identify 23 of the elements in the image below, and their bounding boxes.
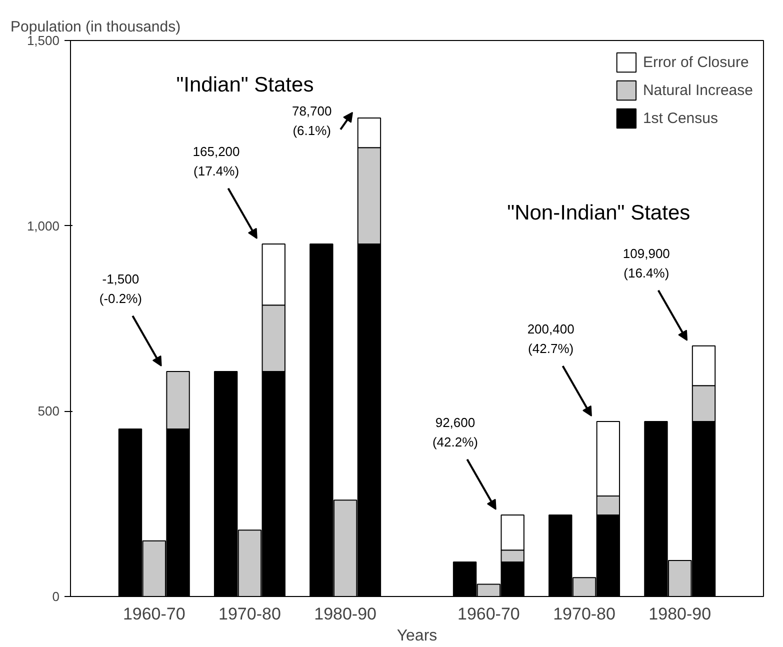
y-axis-title: Population (in thousands) bbox=[10, 18, 181, 36]
annotation: 78,700 (6.1%) bbox=[292, 104, 332, 138]
legend-label: Error of Closure bbox=[642, 54, 749, 70]
y-tick-label: 0 bbox=[52, 589, 60, 604]
annotation: 92,600 (42.2%) bbox=[432, 414, 478, 450]
legend-label: 1st Census bbox=[642, 110, 718, 126]
y-tick-label: 500 bbox=[38, 404, 60, 419]
annotation: 165,200 (17.4%) bbox=[192, 144, 240, 178]
x-tick-label: 1970-80 bbox=[553, 604, 616, 624]
x-axis-title: Years bbox=[396, 628, 438, 644]
annotation: "Non-Indian" States bbox=[507, 201, 690, 224]
legend-label: Natural Increase bbox=[642, 82, 753, 98]
x-tick-label: 1970-80 bbox=[218, 604, 281, 624]
x-tick-label: 1960-70 bbox=[122, 604, 186, 624]
annotation: 200,400 (42.7%) bbox=[527, 321, 574, 356]
x-tick-label: 1960-70 bbox=[457, 604, 520, 624]
y-tick-label: 1,000 bbox=[26, 218, 60, 234]
annotation: 109,900 (16.4%) bbox=[622, 246, 670, 280]
y-tick-label: 1,500 bbox=[26, 33, 60, 48]
x-tick-label: 1980-90 bbox=[648, 604, 712, 624]
x-tick-label: 1980-90 bbox=[314, 604, 377, 624]
annotation: -1,500 (-0.2%) bbox=[99, 271, 142, 306]
annotation: "Indian" States bbox=[176, 73, 314, 96]
